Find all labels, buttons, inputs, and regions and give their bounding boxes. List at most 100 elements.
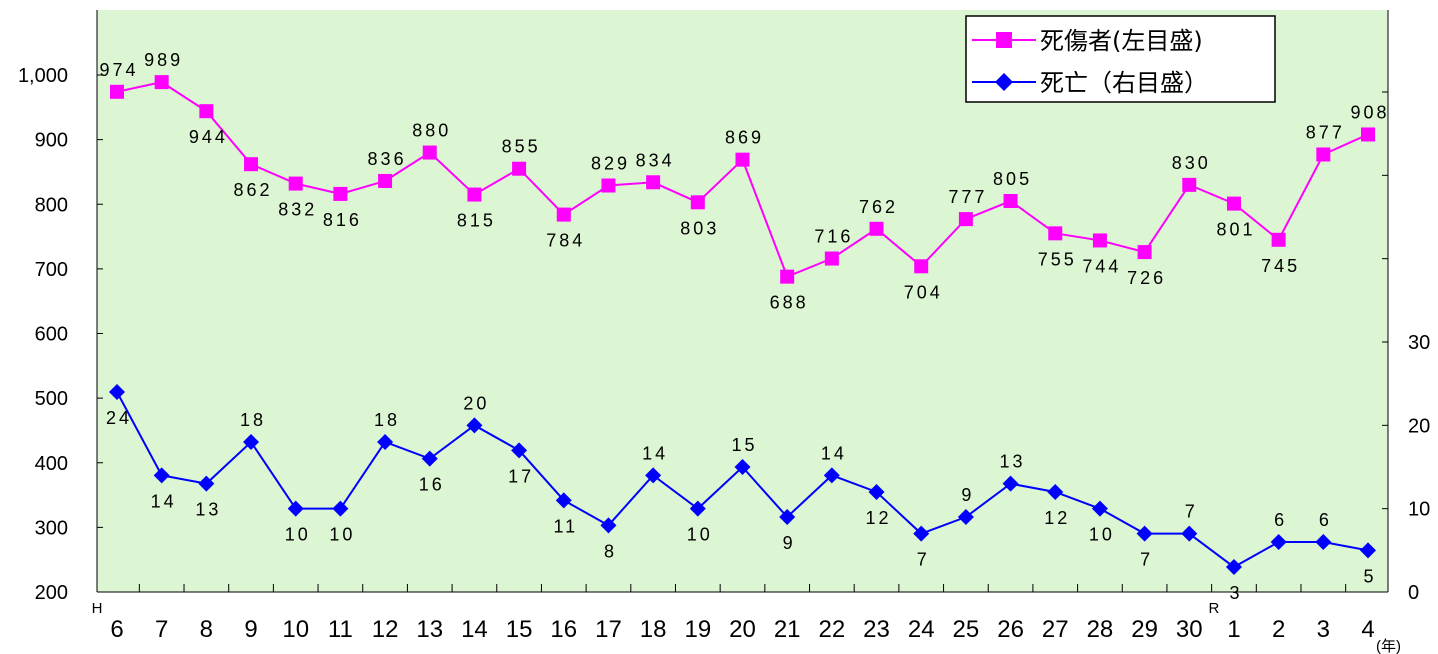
casualties-point [512, 161, 527, 176]
x-tick-label: 30 [1176, 616, 1203, 643]
left-tick-label: 700 [35, 259, 68, 281]
right-tick-label: 30 [1408, 332, 1430, 354]
casualties-point [1137, 245, 1152, 260]
legend-label-casualties: 死傷者(左目盛) [1040, 27, 1203, 55]
x-tick-label: 13 [416, 616, 443, 643]
deaths-point [1091, 500, 1108, 517]
casualties-data-label: 989 [144, 50, 183, 70]
deaths-point [466, 417, 483, 434]
casualties-point [869, 221, 884, 236]
right-tick-label: 0 [1408, 582, 1419, 604]
casualties-data-label: 829 [591, 154, 630, 174]
deaths-data-label: 9 [961, 485, 974, 505]
deaths-data-label: 10 [285, 525, 311, 545]
casualties-data-label: 704 [904, 282, 943, 302]
deaths-point [957, 509, 974, 525]
deaths-point [868, 484, 885, 500]
right-tick-label: 10 [1408, 499, 1430, 521]
deaths-point [243, 434, 260, 450]
x-tick-label: 15 [506, 616, 533, 643]
x-tick-label: 19 [684, 616, 711, 643]
deaths-data-label: 20 [463, 393, 489, 413]
deaths-point [287, 500, 304, 517]
left-tick-label: 800 [35, 194, 68, 216]
deaths-data-label: 3 [1229, 583, 1242, 603]
x-tick-label: 12 [372, 616, 399, 643]
legend-box [965, 15, 1276, 103]
casualties-data-label: 877 [1306, 122, 1345, 142]
casualties-point [422, 145, 437, 160]
left-tick-label: 400 [35, 453, 68, 475]
x-tick-label: 28 [1087, 616, 1114, 643]
casualties-point [735, 152, 750, 167]
era-marker: R [1209, 600, 1220, 617]
legend-label-deaths: 死亡（右目盛） [1040, 69, 1208, 97]
casualties-data-label: 815 [457, 211, 496, 231]
casualties-point [958, 212, 973, 227]
casualties-point [824, 251, 839, 266]
legend: 死傷者(左目盛) 死亡（右目盛） [965, 15, 1276, 103]
casualties-data-label: 805 [993, 169, 1032, 189]
casualties-point [378, 173, 393, 188]
x-tick-label: 21 [774, 616, 801, 643]
casualties-data-label: 974 [99, 60, 138, 80]
casualties-data-label: 744 [1082, 256, 1121, 276]
casualties-point [333, 186, 348, 201]
left-tick-label: 1,000 [18, 65, 68, 87]
deaths-point [1136, 525, 1153, 542]
deaths-point [109, 384, 125, 400]
x-tick-label: 7 [155, 616, 168, 643]
deaths-data-label: 14 [821, 443, 847, 463]
casualties-point [1271, 232, 1286, 247]
deaths-point [421, 450, 438, 467]
casualties-data-label: 801 [1216, 220, 1255, 240]
x-tick-label: 24 [908, 616, 935, 643]
casualties-point [601, 178, 616, 193]
x-tick-label: 27 [1042, 616, 1069, 643]
deaths-data-label: 8 [604, 541, 617, 561]
x-tick-label: 16 [550, 616, 577, 643]
casualties-data-label: 832 [278, 200, 317, 220]
deaths-point [1002, 475, 1019, 492]
x-tick-label: 8 [200, 616, 213, 643]
deaths-data-label: 17 [508, 466, 534, 486]
casualties-point [1048, 226, 1063, 241]
deaths-point [1181, 525, 1198, 542]
casualties-point [1361, 127, 1375, 142]
deaths-data-label: 7 [1185, 502, 1198, 522]
casualties-point [690, 195, 705, 210]
casualties-point [914, 259, 929, 274]
deaths-data-label: 7 [917, 550, 930, 570]
x-tick-label: 9 [244, 616, 257, 643]
deaths-point [1315, 534, 1332, 550]
left-axis-ticks: 200 300 400 500 600 700 800 900 1,000 [18, 65, 103, 604]
x-tick-label: 17 [595, 616, 622, 643]
deaths-data-label: 24 [106, 408, 132, 428]
deaths-data-label: 18 [240, 410, 266, 430]
x-tick-label: 22 [819, 616, 846, 643]
x-tick-label: 29 [1131, 616, 1158, 643]
casualties-data-label: 834 [636, 150, 675, 170]
deaths-data-label: 7 [1140, 550, 1153, 570]
x-tick-label: 1 [1227, 616, 1240, 643]
casualties-data-label: 855 [502, 137, 541, 157]
deaths-data-label: 16 [419, 475, 445, 495]
x-axis-ticks: 6 7 8 9 10 11 12 13 14 15 16 17 18 19 20 21 22 23 24 25 26 27… [92, 584, 1375, 643]
x-tick-label: 26 [997, 616, 1024, 643]
casualties-data-label: 784 [546, 231, 585, 251]
deaths-data-label: 12 [866, 508, 892, 528]
legend-marker-casualties [996, 32, 1012, 48]
x-tick-label: 4 [1361, 616, 1374, 643]
casualties-point [154, 75, 169, 90]
left-tick-label: 200 [35, 582, 68, 604]
deaths-data-label: 6 [1319, 510, 1332, 530]
deaths-data-label: 10 [1089, 525, 1115, 545]
axes [96, 10, 1389, 593]
deaths-point [198, 475, 215, 492]
left-tick-label: 300 [35, 517, 68, 539]
casualties-point [199, 104, 214, 119]
deaths-data-label: 15 [731, 435, 757, 455]
casualties-point [1092, 233, 1107, 248]
deaths-point [734, 459, 751, 475]
